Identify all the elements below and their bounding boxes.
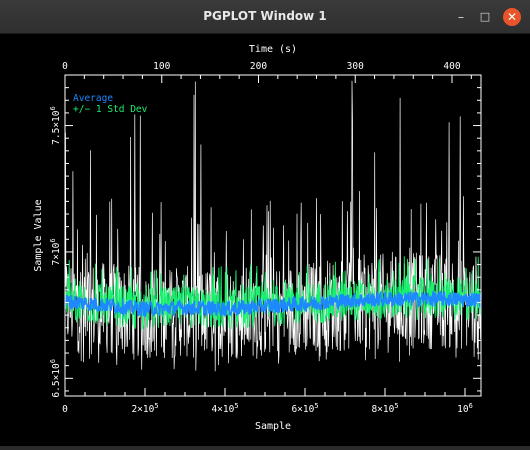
y-tick-label: 6.5×106 <box>49 359 62 398</box>
window-title: PGPLOT Window 1 <box>0 9 530 23</box>
y-tick-label: 7.5×106 <box>49 106 62 145</box>
legend-entry: Average <box>73 93 113 104</box>
legend-entry: +/− 1 Std Dev <box>73 104 148 115</box>
close-button[interactable]: ✕ <box>503 8 521 26</box>
maximize-button[interactable]: □ <box>476 8 494 26</box>
top-tick-label: 200 <box>250 61 267 72</box>
minimize-button[interactable]: – <box>452 8 470 26</box>
title-bar[interactable]: PGPLOT Window 1 – □ ✕ <box>0 0 530 34</box>
top-axis-title: Time (s) <box>249 44 297 55</box>
top-tick-label: 400 <box>443 61 460 72</box>
x-axis-title: Sample <box>255 421 291 432</box>
top-tick-label: 0 <box>62 61 68 72</box>
top-tick-label: 300 <box>347 61 364 72</box>
top-tick-label: 100 <box>153 61 170 72</box>
plot-area: 0 2×105 4×105 6×105 8×105 106 0 100 200 300 400 6.5… <box>0 34 530 446</box>
bottom-tick-label: 0 <box>62 404 68 415</box>
y-axis-title: Sample Value <box>33 199 44 271</box>
